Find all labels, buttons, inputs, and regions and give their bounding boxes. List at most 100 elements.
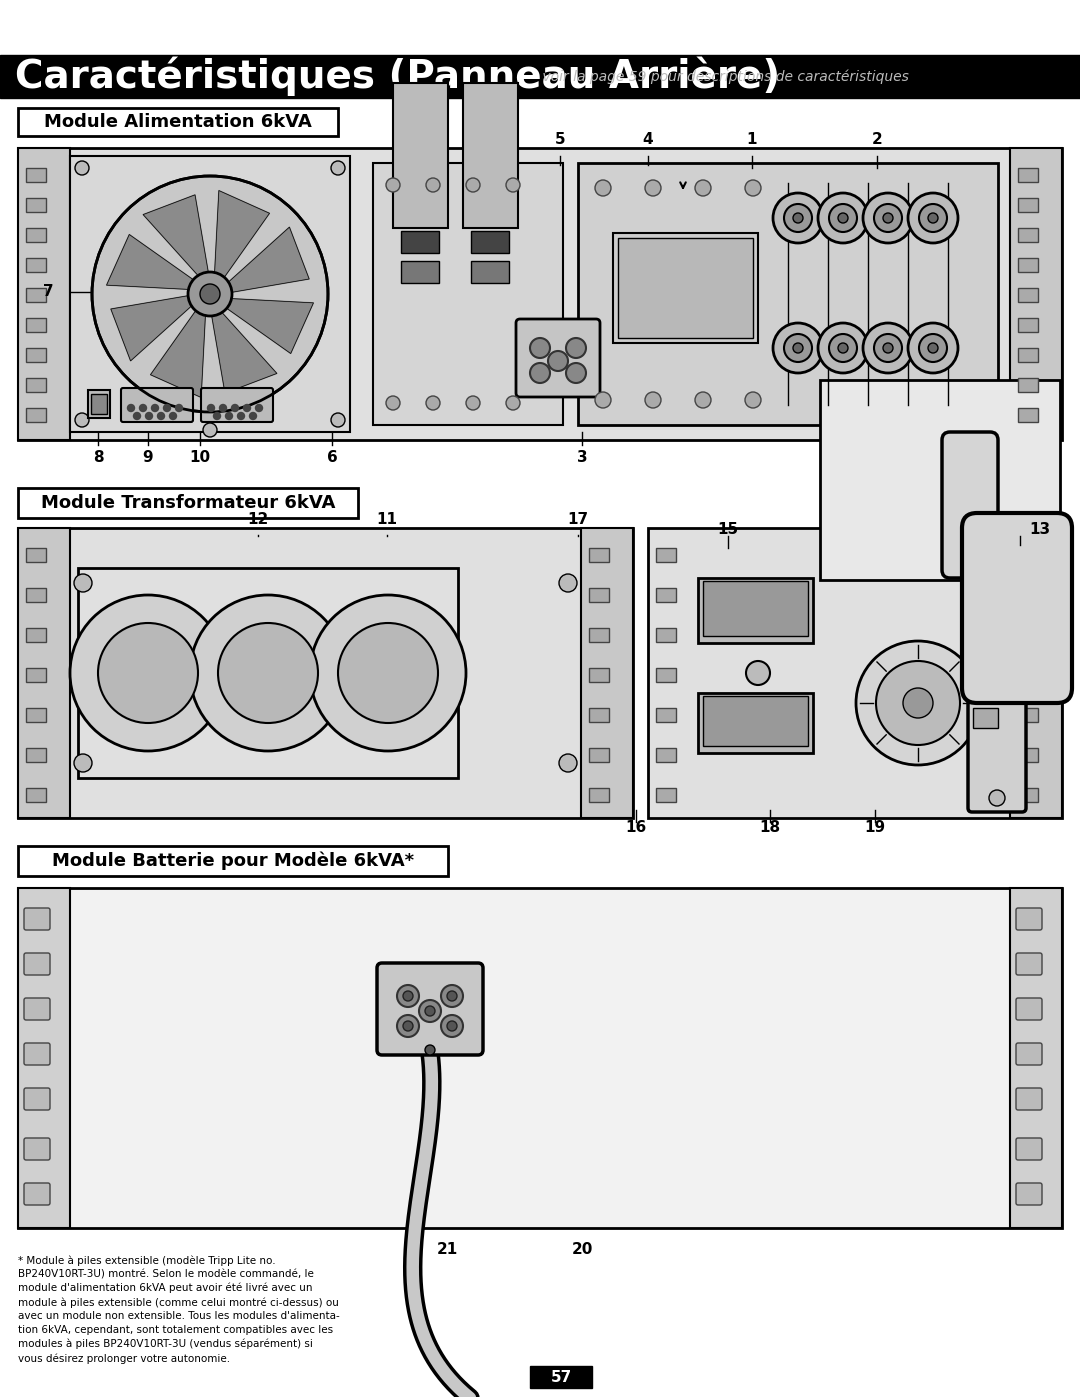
FancyBboxPatch shape [942,432,998,578]
Circle shape [696,393,711,408]
FancyBboxPatch shape [24,997,50,1020]
Text: 4: 4 [643,133,653,148]
Bar [1018,198,1038,212]
Circle shape [863,193,913,243]
Bar [373,163,563,425]
FancyBboxPatch shape [1016,1044,1042,1065]
Text: 13: 13 [1029,522,1051,538]
Bar [87,390,110,418]
FancyBboxPatch shape [1016,1088,1042,1111]
FancyBboxPatch shape [24,953,50,975]
Polygon shape [107,235,202,289]
Bar [18,488,357,518]
Text: 19: 19 [864,820,886,834]
Bar [26,629,46,643]
FancyBboxPatch shape [1016,908,1042,930]
Bar [589,588,609,602]
Circle shape [403,990,413,1002]
FancyBboxPatch shape [516,319,600,397]
Bar [91,394,107,414]
Circle shape [829,204,858,232]
Bar [1018,708,1038,722]
Text: 57: 57 [551,1369,571,1384]
FancyBboxPatch shape [968,534,1026,812]
Circle shape [883,212,893,224]
Circle shape [231,405,239,412]
Circle shape [559,754,577,773]
Circle shape [75,754,92,773]
Bar [1018,348,1038,362]
Circle shape [163,405,171,412]
Bar [18,528,633,819]
Circle shape [793,344,804,353]
Circle shape [530,363,550,383]
Bar [471,261,509,284]
Bar [1018,168,1038,182]
Circle shape [190,595,346,752]
Circle shape [595,393,611,408]
Circle shape [838,344,848,353]
FancyBboxPatch shape [121,388,193,422]
Circle shape [465,395,480,409]
Bar [26,288,46,302]
Circle shape [883,344,893,353]
Bar [578,163,998,425]
Circle shape [146,412,152,419]
Bar [656,668,676,682]
FancyBboxPatch shape [24,1044,50,1065]
Bar [26,228,46,242]
Circle shape [219,405,227,412]
Bar [656,708,676,722]
Circle shape [928,344,939,353]
Bar [26,168,46,182]
Bar [589,548,609,562]
Circle shape [158,412,164,419]
Circle shape [793,212,804,224]
Bar [26,708,46,722]
Bar [656,747,676,761]
Circle shape [919,334,947,362]
Circle shape [170,412,176,419]
Circle shape [397,1016,419,1037]
FancyBboxPatch shape [377,963,483,1055]
Circle shape [863,323,913,373]
Circle shape [746,661,770,685]
Bar [698,578,813,643]
Bar [1018,228,1038,242]
Polygon shape [210,306,276,393]
Text: 10: 10 [189,450,211,465]
Circle shape [207,405,215,412]
Bar [1010,148,1062,440]
Text: 5: 5 [555,133,565,148]
Circle shape [507,395,519,409]
Bar [1010,528,1062,819]
Circle shape [214,412,220,419]
Text: 20: 20 [571,1242,593,1257]
Circle shape [989,541,1005,556]
Circle shape [218,623,318,724]
Circle shape [330,414,345,427]
Circle shape [818,323,868,373]
Circle shape [908,323,958,373]
Bar [70,156,350,432]
Text: Caractéristiques (Panneau Arrière): Caractéristiques (Panneau Arrière) [15,57,780,96]
Text: 7: 7 [43,285,53,299]
Bar [1018,668,1038,682]
Bar [1018,548,1038,562]
Circle shape [908,193,958,243]
Bar [1018,588,1038,602]
Circle shape [530,338,550,358]
Bar [26,548,46,562]
Circle shape [188,272,232,316]
Circle shape [403,1021,413,1031]
Bar [26,788,46,802]
Bar [26,668,46,682]
Circle shape [447,1021,457,1031]
Polygon shape [218,298,313,353]
Circle shape [310,595,465,752]
Bar [1018,747,1038,761]
Circle shape [426,1006,435,1016]
FancyBboxPatch shape [24,908,50,930]
Circle shape [919,204,947,232]
Text: 2: 2 [872,133,882,148]
